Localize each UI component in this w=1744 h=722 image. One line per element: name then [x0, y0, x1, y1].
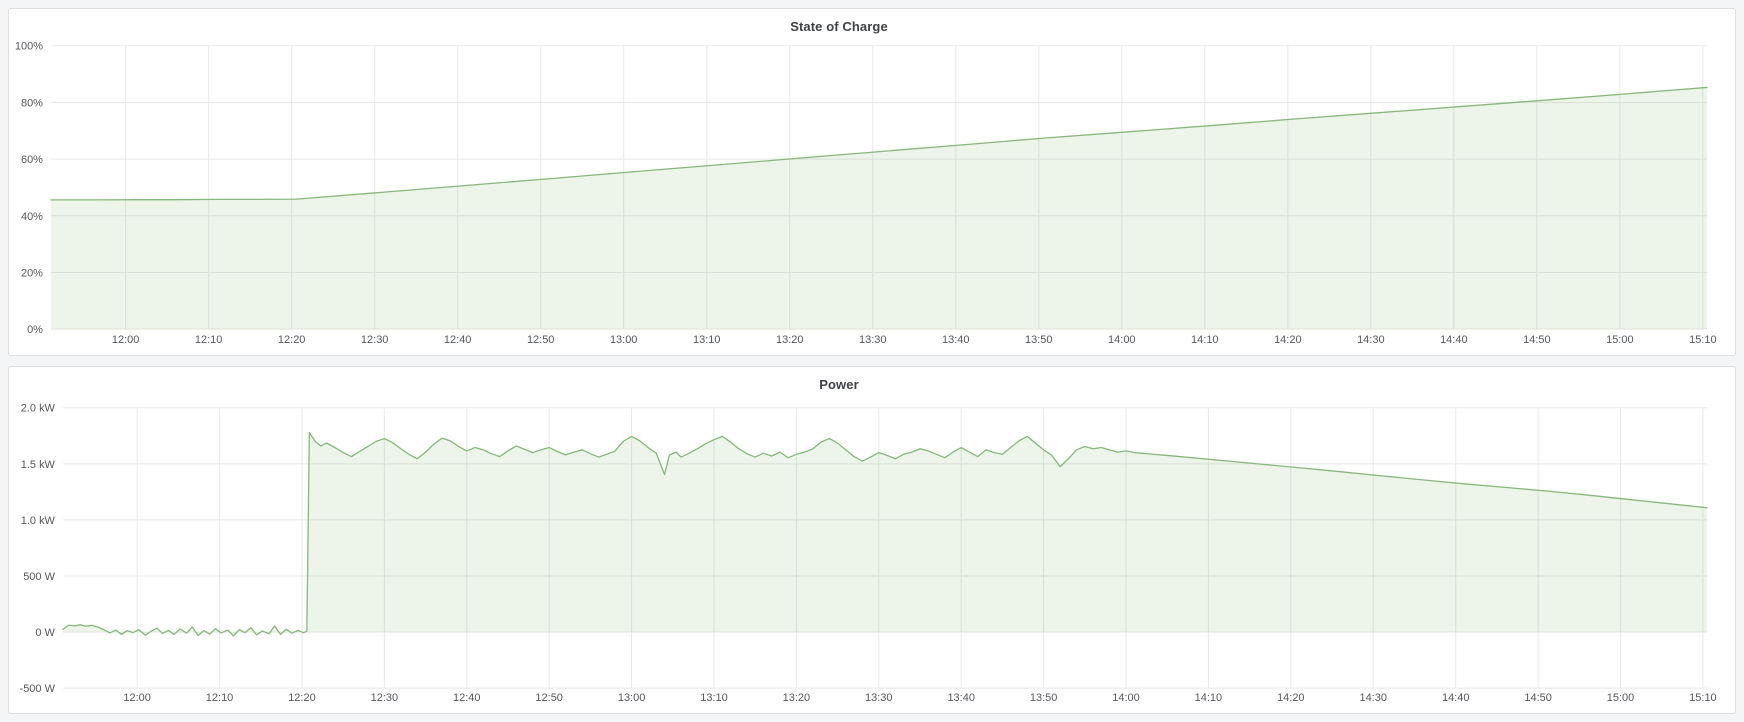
x-tick-label: 12:30: [361, 334, 388, 346]
y-tick-label: 0 W: [35, 627, 55, 639]
x-tick-label: 12:10: [195, 334, 222, 346]
x-tick-label: 13:10: [693, 334, 720, 346]
x-tick-label: 12:10: [206, 692, 233, 704]
x-tick-label: 12:40: [444, 334, 471, 346]
x-tick-label: 13:40: [942, 334, 969, 346]
x-tick-label: 13:10: [700, 692, 727, 704]
series-area: [50, 87, 1708, 330]
x-tick-label: 15:10: [1689, 692, 1716, 704]
x-tick-label: 14:50: [1523, 334, 1550, 346]
power-chart[interactable]: 12:00 12:10 12:20 12:30 12:40 12:50 13:00 13:10…: [9, 367, 1735, 713]
y-tick-label: 2.0 kW: [21, 403, 56, 415]
x-tick-label: 14:50: [1524, 692, 1551, 704]
panel-title-state-of-charge[interactable]: State of Charge: [790, 19, 888, 34]
x-tick-label: 12:20: [288, 692, 315, 704]
series-line: [62, 431, 1708, 637]
x-tick-label: 14:40: [1442, 692, 1469, 704]
x-tick-label: 12:50: [527, 334, 554, 346]
y-tick-label: 80%: [21, 97, 43, 109]
x-tick-label: 14:10: [1191, 334, 1218, 346]
x-tick-label: 13:00: [610, 334, 637, 346]
y-tick-label: 40%: [21, 211, 43, 223]
x-tick-label: 14:30: [1357, 334, 1384, 346]
state-of-charge-chart[interactable]: 12:00 12:10 12:20 12:30 12:40 12:50 13:00 13:10…: [9, 9, 1735, 355]
x-tick-label: 14:20: [1277, 692, 1304, 704]
x-tick-label: 14:40: [1440, 334, 1467, 346]
series-line: [50, 86, 1708, 201]
x-tick-label: 12:00: [112, 334, 139, 346]
x-tick-label: 13:50: [1025, 334, 1052, 346]
x-tick-label: 13:20: [776, 334, 803, 346]
x-tick-label: 15:00: [1606, 334, 1633, 346]
x-tick-label: 12:50: [535, 692, 562, 704]
y-tick-label: 500 W: [23, 571, 55, 583]
x-tick-label: 15:00: [1607, 692, 1634, 704]
y-tick-label: 100%: [15, 41, 43, 53]
x-tick-label: 12:30: [371, 692, 398, 704]
y-tick-label: 1.5 kW: [21, 459, 56, 471]
x-tick-label: 14:00: [1108, 334, 1135, 346]
x-tick-label: 14:00: [1112, 692, 1139, 704]
x-tick-label: 13:30: [865, 692, 892, 704]
x-tick-label: 12:40: [453, 692, 480, 704]
x-tick-label: 13:20: [783, 692, 810, 704]
x-tick-label: 12:20: [278, 334, 305, 346]
x-tick-label: 14:20: [1274, 334, 1301, 346]
panel-power: Power 12:00 12:10 12:20 12:30 12:40 12:50 13:0…: [8, 366, 1736, 714]
panel-title-power[interactable]: Power: [819, 377, 859, 392]
x-tick-label: 13:40: [947, 692, 974, 704]
y-tick-label: 20%: [21, 267, 43, 279]
y-tick-label: 60%: [21, 154, 43, 166]
y-tick-label: 1.0 kW: [21, 515, 56, 527]
x-tick-label: 15:10: [1689, 334, 1716, 346]
y-tick-label: 0%: [27, 324, 43, 336]
x-tick-label: 13:50: [1030, 692, 1057, 704]
x-tick-label: 13:00: [618, 692, 645, 704]
x-tick-label: 12:00: [123, 692, 150, 704]
x-tick-label: 13:30: [859, 334, 886, 346]
x-tick-label: 14:10: [1195, 692, 1222, 704]
x-tick-label: 14:30: [1359, 692, 1386, 704]
panel-state-of-charge: State of Charge 12:00 12:10 12:20 12:30 12:4…: [8, 8, 1736, 356]
series-area: [62, 432, 1708, 636]
y-tick-label: -500 W: [20, 683, 56, 695]
